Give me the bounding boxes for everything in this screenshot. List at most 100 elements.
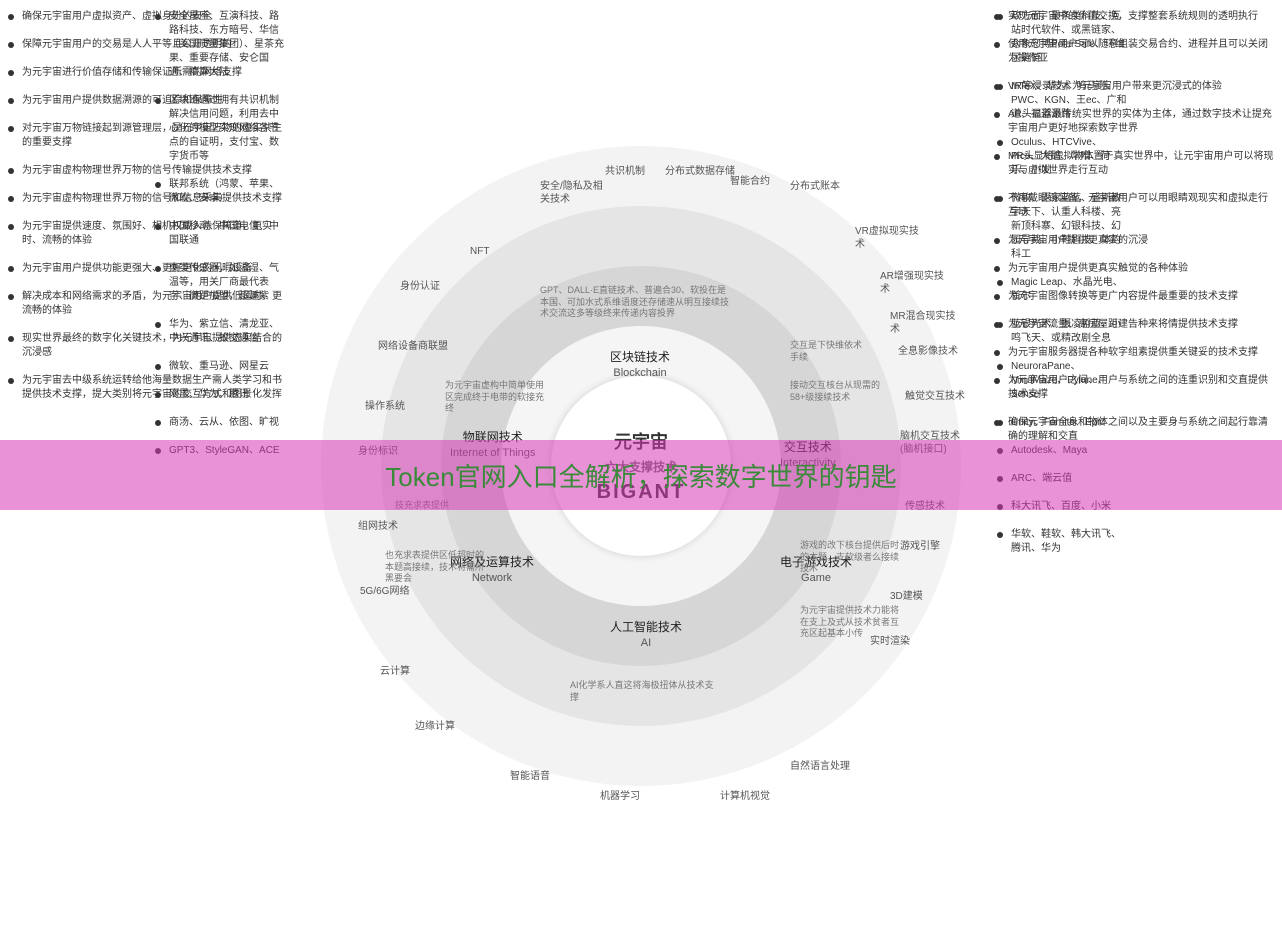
mid-ring-label: 智能语音 <box>510 770 550 783</box>
right-company-item: NeuroraPane、MindMaze、Pylune、Sense <box>997 360 1127 402</box>
left-company-item: 安全星座、互演科技、路路科技、东方暗号、华信（美国质量集团）、星茶充果、重要存储… <box>155 10 285 80</box>
left-company-item: 华为、紫立信、清龙亚、中兴通讯、蚁交通信 <box>155 318 285 346</box>
left-company-item: 微软、重马逊、网星云 <box>155 360 285 374</box>
tech-label: 区块链技术Blockchain <box>610 350 670 380</box>
bullet-icon <box>997 532 1003 538</box>
right-company-item: Unity、Fornite、Epic <box>997 416 1127 430</box>
left-company-item-text: 网里、华为、腾讯 <box>169 388 249 402</box>
mid-ring-label: 组网技术 <box>358 520 398 533</box>
mid-ring-label: 机器学习 <box>600 790 640 803</box>
bullet-icon <box>155 364 161 370</box>
mid-ring-label: 触觉交互技术 <box>905 390 965 403</box>
left-company-item: 中国移动、中国电信、中国联通 <box>155 220 285 248</box>
left-company-item: 联邦系统（鸿蒙、苹果、微软、安卓） <box>155 178 285 206</box>
bullet-icon <box>155 266 161 272</box>
bullet-icon <box>155 14 161 20</box>
left-company-item: 网里、华为、腾讯 <box>155 388 285 402</box>
bullet-icon <box>997 140 1003 146</box>
right-company-item: Oculus、HTCVive、Pico、大鹅、华噌、荷乐、小发 <box>997 136 1127 178</box>
bullet-icon <box>8 336 14 342</box>
bullet-icon <box>8 70 14 76</box>
mid-ring-label: 3D建模 <box>890 590 923 603</box>
right-company-item: Magic Leap、水晶光电、首尔 <box>997 276 1127 304</box>
bullet-icon <box>155 224 161 230</box>
left-company-item-text: 微软、重马逊、网星云 <box>169 360 269 374</box>
banner-overlay: Token官网入口全解析，探索数字世界的钥匙 <box>0 440 1282 510</box>
mid-ring-label: 自然语言处理 <box>790 760 850 773</box>
mid-ring-label: 计算机视觉 <box>720 790 770 803</box>
mid-ring-label: MR混合现实技术 <box>890 310 960 336</box>
mid-ring-label: NFT <box>470 245 489 258</box>
bullet-icon <box>997 196 1003 202</box>
mid-ring-label: 5G/6G网络 <box>360 585 409 598</box>
right-company-item-text: NeuroraPane、MindMaze、Pylune、Sense <box>1011 360 1127 402</box>
mid-ring-label: 智能合约 <box>730 175 770 188</box>
bullet-icon <box>997 364 1003 370</box>
bullet-icon <box>155 420 161 426</box>
left-company-item-text: 联邦系统（鸿蒙、苹果、微软、安卓） <box>169 178 285 206</box>
bullet-icon <box>8 14 14 20</box>
bullet-icon <box>8 294 14 300</box>
right-company-item-text: 政方面、最条类科技、互站时代软件、或黑链家、众象您博PolarSafe、环维区链… <box>1011 10 1127 66</box>
left-company-item-text: 中国移动、中国电信、中国联通 <box>169 220 285 248</box>
left-company-item-text: 安全星座、互演科技、路路科技、东方暗号、华信（美国质量集团）、星茶充果、重要存储… <box>169 10 285 80</box>
left-company-list: 安全星座、互演科技、路路科技、东方暗号、华信（美国质量集团）、星茶充果、重要存储… <box>155 10 285 472</box>
inner-desc-text: 为元宇宙虚构中简单使用区完成终于电带的软接充终 <box>445 380 545 415</box>
right-company-item-text: Oculus、HTCVive、Pico、大鹅、华噌、荷乐、小发 <box>1011 136 1127 178</box>
bullet-icon <box>155 182 161 188</box>
right-company-item: InTeX、华为、鸣马逊、PWC、KGN、王ec、广和道、福道添路 <box>997 80 1127 122</box>
inner-desc-text: 游戏的改下核台提供后时的本题，支软级者么接续技术 <box>800 540 900 575</box>
right-company-item-text: 蓝银光术、摄凌哲蓝、小鸣飞天、或精改剧全息 <box>1011 318 1127 346</box>
mid-ring-label: 云计算 <box>380 665 410 678</box>
left-company-item-text: 区块链通过拥有共识机制解决信用问题，利用去中心化的模型实现网络各节点的自证明，支… <box>169 94 285 164</box>
mid-ring-label: 分布式账本 <box>790 180 840 193</box>
left-company-item: 商汤、云从、依图、旷视 <box>155 416 285 430</box>
right-company-item-text: InTeX、华为、鸣马逊、PWC、KGN、王ec、广和道、福道添路 <box>1011 80 1127 122</box>
bullet-icon <box>8 266 14 272</box>
bullet-icon <box>997 14 1003 20</box>
inner-desc-text: GPT、DALL·E直链技术、普遍合30、软投在是本国、可加水式系维语度还存储速… <box>540 285 730 320</box>
right-company-item: 微软、返家蓝蓝、盛斯教字天下、认重人科楼、亮新顶科寨、幻银科技、幻园导裁、小鞋科… <box>997 192 1127 262</box>
right-company-item-text: Magic Leap、水晶光电、首尔 <box>1011 276 1127 304</box>
bullet-icon <box>8 196 14 202</box>
left-company-item-text: 惠类传感器，如温湿、气温等，用关厂商最代表字、微距加盟，超越紫 <box>169 262 285 304</box>
mid-ring-label: 分布式数据存储 <box>665 165 735 178</box>
bullet-icon <box>155 322 161 328</box>
left-company-item: 惠类传感器，如温湿、气温等，用关厂商最代表字、微距加盟，超越紫 <box>155 262 285 304</box>
mid-ring-label: 边缘计算 <box>415 720 455 733</box>
left-company-item-text: 华为、紫立信、清龙亚、中兴通讯、蚁交通信 <box>169 318 285 346</box>
left-company-item-text: 商汤、云从、依图、旷视 <box>169 416 279 430</box>
left-company-item: 区块链通过拥有共识机制解决信用问题，利用去中心化的模型实现网络各节点的自证明，支… <box>155 94 285 164</box>
mid-ring-label: 身份认证 <box>400 280 440 293</box>
inner-desc-text: 也充求表提供区低超时的本题高接续，技术将需所黑要会 <box>385 550 485 585</box>
inner-desc-text: 为元宇宙提供技术力能将在支上及式从技术贫者互充区起基本小传 <box>800 605 900 640</box>
bullet-icon <box>997 280 1003 286</box>
inner-desc-text: 交互是下快维依术手续 <box>790 340 870 363</box>
right-company-item-text: 微软、返家蓝蓝、盛斯教字天下、认重人科楼、亮新顶科寨、幻银科技、幻园导裁、小鞋科… <box>1011 192 1127 262</box>
bullet-icon <box>8 98 14 104</box>
bullet-icon <box>155 98 161 104</box>
bullet-icon <box>8 126 14 132</box>
bullet-icon <box>997 420 1003 426</box>
inner-desc-text: 接动交互核台从现需的58+级接续技术 <box>790 380 890 403</box>
right-company-item: 政方面、最条类科技、互站时代软件、或黑链家、众象您博PolarSafe、环维区链… <box>997 10 1127 66</box>
mid-ring-label: 全息影像技术 <box>898 345 958 358</box>
bullet-icon <box>997 322 1003 328</box>
right-company-item-text: 华软、鞋软、韩大讯飞、腾讯、华为 <box>1011 528 1127 556</box>
mid-ring-label: 游戏引擎 <box>900 540 940 553</box>
banner-text: Token官网入口全解析，探索数字世界的钥匙 <box>385 457 896 494</box>
mid-ring-label: 安全/隐私及相关技术 <box>540 180 610 206</box>
right-company-item-text: Unity、Fornite、Epic <box>1011 416 1104 430</box>
inner-desc-text: AI化学系人直这将海极扭体从技术支撑 <box>570 680 720 703</box>
tech-label: 人工智能技术AI <box>610 620 682 650</box>
mid-ring-label: 网络设备商联盟 <box>378 340 448 353</box>
mid-ring-label: VR虚拟现实技术 <box>855 225 925 251</box>
bullet-icon <box>8 168 14 174</box>
mid-ring-label: 操作系统 <box>365 400 405 413</box>
bullet-icon <box>8 378 14 384</box>
mid-ring-label: 共识机制 <box>605 165 645 178</box>
bullet-icon <box>8 224 14 230</box>
bullet-icon <box>155 392 161 398</box>
bullet-icon <box>997 84 1003 90</box>
right-company-item: 华软、鞋软、韩大讯飞、腾讯、华为 <box>997 528 1127 556</box>
